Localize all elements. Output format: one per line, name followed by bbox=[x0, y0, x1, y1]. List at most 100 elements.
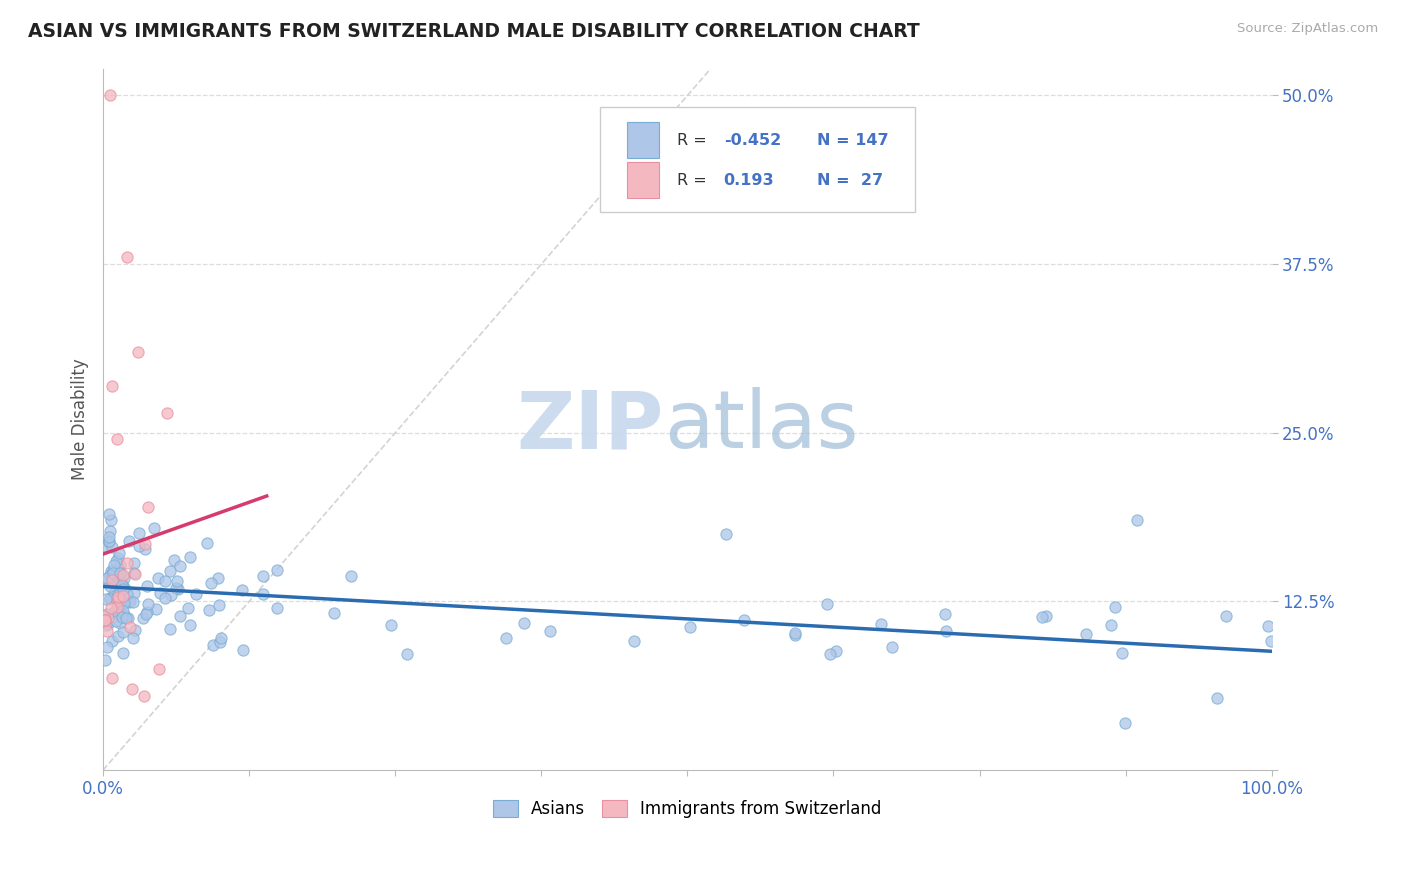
Point bbox=[165, 581, 187, 595]
Point bbox=[266, 563, 288, 577]
Point bbox=[818, 647, 841, 661]
Point bbox=[98, 530, 121, 544]
Text: Source: ZipAtlas.com: Source: ZipAtlas.com bbox=[1237, 22, 1378, 36]
Point bbox=[1104, 599, 1126, 614]
Point bbox=[252, 569, 274, 583]
Point bbox=[118, 595, 141, 609]
Point bbox=[155, 574, 177, 589]
Point bbox=[136, 605, 159, 619]
Point bbox=[882, 640, 904, 655]
Point bbox=[97, 616, 120, 631]
Point bbox=[156, 405, 179, 419]
Point bbox=[108, 594, 131, 608]
Point bbox=[145, 602, 167, 616]
Point bbox=[93, 609, 115, 624]
Point bbox=[124, 623, 146, 637]
Point bbox=[513, 615, 536, 630]
Point bbox=[127, 344, 149, 359]
Point bbox=[323, 606, 346, 620]
Point bbox=[132, 689, 155, 703]
Point bbox=[103, 586, 125, 600]
Point bbox=[733, 614, 755, 628]
Point bbox=[122, 631, 145, 645]
Point bbox=[108, 546, 131, 560]
Point bbox=[118, 533, 141, 548]
Point bbox=[166, 582, 188, 597]
Point bbox=[96, 624, 118, 639]
Point bbox=[231, 583, 253, 598]
Point bbox=[108, 582, 131, 596]
Point bbox=[169, 609, 191, 624]
Point bbox=[97, 535, 120, 549]
Point bbox=[1035, 608, 1057, 623]
Point bbox=[101, 566, 124, 580]
Point bbox=[200, 575, 222, 590]
Point bbox=[103, 573, 125, 587]
Point bbox=[112, 571, 135, 585]
Point bbox=[169, 559, 191, 574]
Point bbox=[111, 589, 134, 603]
Point bbox=[107, 550, 129, 565]
Point bbox=[134, 541, 156, 556]
Point bbox=[115, 611, 138, 625]
Point bbox=[115, 251, 138, 265]
Point bbox=[98, 579, 121, 593]
Point bbox=[101, 378, 124, 392]
Point bbox=[120, 593, 142, 607]
Point bbox=[101, 573, 124, 587]
Point bbox=[134, 537, 156, 551]
Point bbox=[869, 617, 891, 632]
Point bbox=[1257, 619, 1279, 633]
Point bbox=[100, 564, 122, 578]
Point bbox=[100, 568, 122, 582]
Point bbox=[211, 631, 233, 645]
Point bbox=[128, 525, 150, 540]
Point bbox=[208, 598, 231, 612]
Text: N =  27: N = 27 bbox=[817, 172, 883, 187]
Point bbox=[105, 599, 128, 614]
Point bbox=[131, 611, 153, 625]
Point bbox=[146, 571, 169, 585]
Point bbox=[111, 646, 134, 660]
Point bbox=[935, 624, 957, 639]
Point bbox=[934, 607, 956, 621]
FancyBboxPatch shape bbox=[627, 122, 659, 158]
Point bbox=[112, 579, 135, 593]
Point bbox=[111, 604, 134, 618]
Point bbox=[101, 540, 124, 554]
Point bbox=[1111, 646, 1133, 660]
Point bbox=[623, 633, 645, 648]
Point bbox=[1205, 690, 1227, 705]
Point bbox=[197, 603, 219, 617]
Point bbox=[117, 611, 139, 625]
Point bbox=[136, 500, 159, 514]
Point bbox=[107, 590, 129, 604]
Point bbox=[1260, 634, 1282, 648]
Point bbox=[1215, 609, 1237, 624]
Point bbox=[1126, 513, 1149, 527]
Point bbox=[143, 521, 166, 535]
Point bbox=[100, 524, 122, 538]
Point bbox=[104, 574, 127, 588]
Point bbox=[122, 595, 145, 609]
Point bbox=[111, 610, 134, 624]
Point bbox=[96, 640, 118, 655]
Point bbox=[111, 624, 134, 639]
Point bbox=[128, 539, 150, 553]
Point bbox=[122, 557, 145, 571]
FancyBboxPatch shape bbox=[627, 161, 659, 198]
Point bbox=[824, 644, 846, 658]
Point bbox=[94, 592, 117, 607]
Point bbox=[101, 671, 124, 685]
Point bbox=[108, 574, 131, 588]
Point bbox=[495, 631, 517, 645]
Point bbox=[103, 558, 125, 572]
Text: R =: R = bbox=[676, 172, 717, 187]
Point bbox=[100, 512, 122, 526]
Point bbox=[1099, 618, 1122, 632]
Point bbox=[98, 534, 121, 549]
Point bbox=[94, 614, 117, 628]
Point bbox=[186, 587, 208, 601]
Point bbox=[98, 591, 121, 606]
Point bbox=[177, 601, 200, 615]
